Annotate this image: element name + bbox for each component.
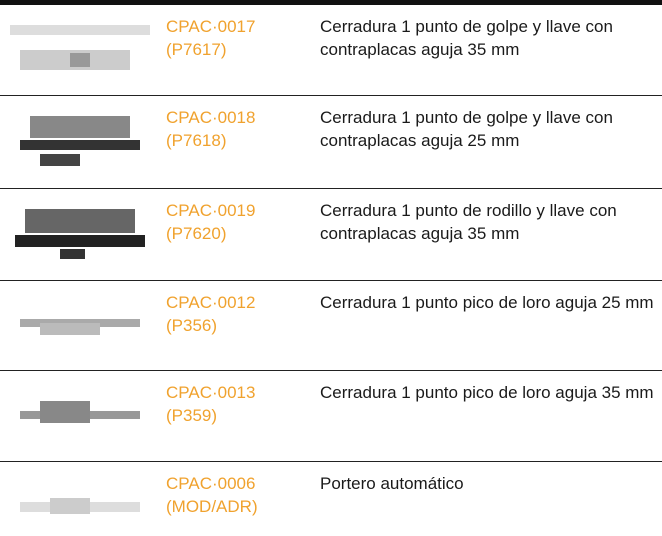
product-image bbox=[10, 25, 150, 70]
table-row: CPAC·0019 (P7620) Cerradura 1 punto de rod… bbox=[0, 189, 662, 281]
code: CPAC·0013 bbox=[166, 383, 256, 402]
product-code: CPAC·0013 (P359) bbox=[166, 381, 255, 427]
image-shape bbox=[40, 323, 100, 335]
image-shape bbox=[30, 116, 130, 138]
image-shape bbox=[25, 209, 135, 233]
product-image bbox=[20, 319, 140, 335]
table-row: CPAC·0017 (P7617) Cerradura 1 punto de gol… bbox=[0, 5, 662, 96]
code: CPAC·0006 bbox=[166, 474, 256, 493]
image-shape bbox=[70, 53, 90, 67]
product-code: CPAC·0019 (P7620) bbox=[166, 199, 255, 245]
product-image bbox=[20, 116, 140, 166]
table-row: CPAC·0018 (P7618) Cerradura 1 punto de gol… bbox=[0, 96, 662, 189]
reference: (P359) bbox=[166, 406, 218, 425]
description: Portero automático bbox=[320, 474, 464, 493]
reference: (P356) bbox=[166, 316, 218, 335]
image-shape bbox=[20, 140, 140, 150]
image-shape bbox=[15, 235, 145, 247]
reference: (MOD/ADR) bbox=[166, 497, 258, 516]
reference: (P7618) bbox=[166, 131, 227, 150]
code: CPAC·0018 bbox=[166, 108, 256, 127]
reference: (P7620) bbox=[166, 224, 227, 243]
header-bar bbox=[0, 0, 662, 5]
image-shape bbox=[60, 249, 85, 259]
code: CPAC·0017 bbox=[166, 17, 256, 36]
image-shape bbox=[40, 154, 80, 166]
product-code: CPAC·0018 (P7618) bbox=[166, 106, 255, 152]
table-row: CPAC·0013 (P359) Cerradura 1 punto pico de… bbox=[0, 371, 662, 462]
description: Cerradura 1 punto de golpe y llave con c… bbox=[320, 17, 613, 59]
product-code: CPAC·0017 (P7617) bbox=[166, 15, 255, 61]
description: Cerradura 1 punto pico de loro aguja 35 … bbox=[320, 383, 654, 402]
product-code: CPAC·0012 (P356) bbox=[166, 291, 255, 337]
product-image bbox=[20, 401, 140, 423]
product-image bbox=[15, 209, 145, 259]
product-image bbox=[20, 498, 140, 514]
code: CPAC·0012 bbox=[166, 293, 256, 312]
code: CPAC·0019 bbox=[166, 201, 256, 220]
description: Cerradura 1 punto de rodillo y llave con… bbox=[320, 201, 617, 243]
table-row: CPAC·0012 (P356) Cerradura 1 punto pico de… bbox=[0, 281, 662, 371]
reference: (P7617) bbox=[166, 40, 227, 59]
description: Cerradura 1 punto de golpe y llave con c… bbox=[320, 108, 613, 150]
product-code: CPAC·0006 (MOD/ADR) bbox=[166, 472, 258, 518]
table-row: CPAC·0006 (MOD/ADR) Portero automático bbox=[0, 462, 662, 536]
description: Cerradura 1 punto pico de loro aguja 25 … bbox=[320, 293, 654, 312]
image-shape bbox=[50, 498, 90, 514]
image-shape bbox=[40, 401, 90, 423]
image-shape bbox=[10, 25, 150, 35]
